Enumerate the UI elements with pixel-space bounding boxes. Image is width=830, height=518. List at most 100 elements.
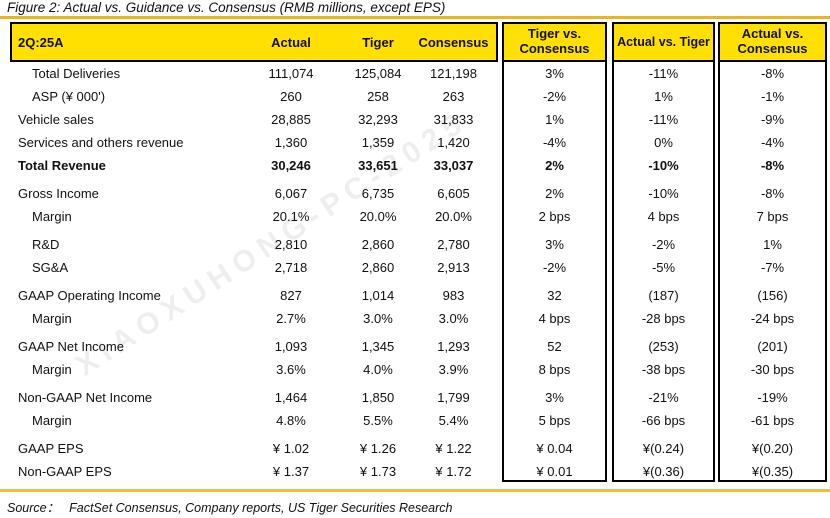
cell-tiger: 5.5%: [363, 413, 393, 428]
cell-tiger: 258: [367, 89, 389, 104]
cell-consensus: 3.9%: [438, 362, 469, 377]
header-actual-vs-tiger: Actual vs. Tiger: [617, 35, 710, 49]
table-header-row: 2Q:25A Actual Tiger Consensus Tiger vs. …: [0, 22, 830, 62]
cell-actual-vs-tiger: (187): [648, 288, 679, 303]
row-label: Non-GAAP Net Income: [18, 390, 153, 405]
cell-consensus: 6,605: [437, 186, 470, 201]
cell-tiger-vs-consensus: 3%: [545, 66, 564, 81]
table-row: Margin 3.6% 4.0% 3.9% 8 bps -38 bps -30 bps: [0, 358, 830, 381]
source-label: Source：: [7, 501, 60, 515]
cell-tiger: 20.0%: [359, 209, 397, 224]
cell-actual-vs-tiger: -28 bps: [641, 311, 686, 326]
cell-tiger: 6,735: [361, 186, 395, 201]
cell-tiger: 2,860: [361, 260, 395, 275]
cell-actual-vs-tiger: 1%: [654, 89, 673, 104]
table-row: Total Deliveries 111,074 125,084 121,198 3% -…: [0, 62, 830, 85]
cell-tiger: 1,014: [361, 288, 395, 303]
row-label: Margin: [32, 362, 72, 377]
cell-tiger-vs-consensus: 2 bps: [538, 209, 571, 224]
cell-actual: 827: [280, 288, 302, 303]
cell-tiger-vs-consensus: 5 bps: [538, 413, 571, 428]
header-period: 2Q:25A: [18, 34, 64, 50]
title-underline: [0, 16, 830, 19]
cell-actual: ¥ 1.02: [272, 441, 310, 456]
source-text: FactSet Consensus, Company reports, US T…: [69, 501, 453, 515]
row-label: Total Revenue: [18, 158, 106, 173]
cell-actual: 260: [280, 89, 302, 104]
table-row: ASP (¥ 000') 260 258 263 -2% 1% -1%: [0, 85, 830, 108]
header-box-main: [10, 22, 498, 62]
column-frame-actual-vs-tiger: [612, 22, 715, 482]
cell-actual-vs-tiger: -38 bps: [641, 362, 686, 377]
header-tiger-vs-consensus: Tiger vs. Consensus: [519, 26, 590, 56]
cell-actual-vs-consensus: -8%: [760, 186, 785, 201]
cell-actual: 2.7%: [276, 311, 306, 326]
cell-actual-vs-consensus: ¥(0.35): [751, 464, 794, 479]
cell-tiger-vs-consensus: 52: [547, 339, 562, 354]
cell-tiger-vs-consensus: 4 bps: [538, 311, 571, 326]
column-frame-tiger-vs-consensus: [502, 22, 607, 482]
cell-actual-vs-consensus: -8%: [760, 158, 785, 173]
cell-tiger: ¥ 1.73: [359, 464, 397, 479]
cell-tiger: 1,850: [361, 390, 395, 405]
table-bottom-rule: [0, 489, 830, 492]
cell-actual-vs-tiger: -5%: [651, 260, 676, 275]
cell-tiger-vs-consensus: -4%: [542, 135, 567, 150]
row-label: GAAP Operating Income: [18, 288, 161, 303]
cell-actual-vs-consensus: -7%: [760, 260, 785, 275]
table-row: GAAP Net Income 1,093 1,345 1,293 52 (253) (20…: [0, 335, 830, 358]
row-label: Services and others revenue: [18, 135, 184, 150]
cell-actual: 28,885: [271, 112, 311, 127]
row-label: SG&A: [32, 260, 69, 275]
cell-actual-vs-tiger: -10%: [648, 186, 679, 201]
cell-actual: 111,074: [268, 66, 314, 81]
row-label: Gross Income: [18, 186, 99, 201]
row-label: Margin: [32, 413, 72, 428]
table-row: Vehicle sales 28,885 32,293 31,833 1% -11% -9%: [0, 108, 830, 131]
cell-consensus: 121,198: [430, 66, 477, 81]
cell-tiger-vs-consensus: -2%: [542, 260, 567, 275]
row-label: Total Deliveries: [32, 66, 121, 81]
header-actual-vs-consensus: Actual vs. Consensus: [737, 26, 808, 56]
cell-tiger-vs-consensus: 3%: [545, 237, 564, 252]
cell-actual-vs-tiger: 0%: [654, 135, 673, 150]
cell-tiger-vs-consensus: 3%: [545, 390, 564, 405]
table-row: Services and others revenue 1,360 1,359 1,4…: [0, 131, 830, 154]
cell-tiger: 125,084: [354, 66, 402, 81]
cell-tiger: 4.0%: [363, 362, 393, 377]
cell-consensus: 1,799: [437, 390, 470, 405]
header-consensus: Consensus: [418, 34, 489, 50]
table-row: Margin 4.8% 5.5% 5.4% 5 bps -66 bps -61 bps: [0, 409, 830, 432]
cell-actual-vs-consensus: -1%: [760, 89, 785, 104]
cell-actual-vs-consensus: -8%: [760, 66, 785, 81]
cell-actual-vs-tiger: -21%: [648, 390, 679, 405]
cell-consensus: 20.0%: [435, 209, 472, 224]
cell-consensus: 33,037: [433, 158, 474, 173]
cell-actual-vs-consensus: -30 bps: [750, 362, 795, 377]
cell-actual: 4.8%: [276, 413, 306, 428]
cell-actual: 30,246: [271, 158, 311, 173]
cell-consensus: 2,780: [437, 237, 470, 252]
table-row: Non-GAAP Net Income 1,464 1,850 1,799 3% -21%…: [0, 386, 830, 409]
cell-consensus: 5.4%: [438, 413, 469, 428]
cell-actual: 1,093: [274, 339, 308, 354]
cell-actual-vs-tiger: -66 bps: [641, 413, 686, 428]
row-label: ASP (¥ 000'): [32, 89, 106, 104]
header-actual: Actual: [271, 34, 311, 50]
table-row: GAAP Operating Income 827 1,014 983 32 (187) (…: [0, 284, 830, 307]
table-row: Margin 20.1% 20.0% 20.0% 2 bps 4 bps 7 bps: [0, 205, 830, 228]
table-row: Margin 2.7% 3.0% 3.0% 4 bps -28 bps -24 bps: [0, 307, 830, 330]
cell-actual-vs-tiger: -11%: [648, 112, 679, 127]
cell-actual-vs-consensus: 7 bps: [756, 209, 789, 224]
cell-actual-vs-consensus: ¥(0.20): [751, 441, 794, 456]
table-row: R&D 2,810 2,860 2,780 3% -2% 1%: [0, 233, 830, 256]
cell-actual-vs-tiger: 4 bps: [647, 209, 680, 224]
table-row: Gross Income 6,067 6,735 6,605 2% -10% -8%: [0, 182, 830, 205]
cell-tiger-vs-consensus: 2%: [545, 158, 564, 173]
cell-consensus: 3.0%: [438, 311, 469, 326]
cell-tiger-vs-consensus: ¥ 0.04: [536, 441, 573, 456]
table-rows: Total Deliveries 111,074 125,084 121,198 3% -…: [0, 62, 830, 483]
cell-actual: 1,360: [274, 135, 308, 150]
cell-actual: 20.1%: [272, 209, 310, 224]
